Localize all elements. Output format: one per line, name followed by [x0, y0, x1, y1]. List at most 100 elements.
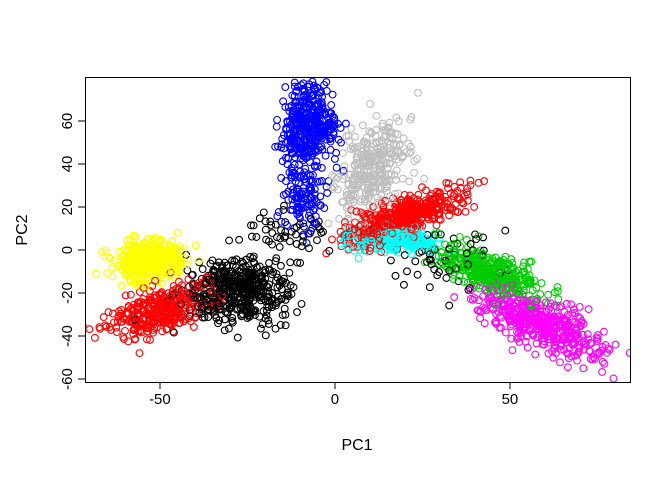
- data-point: [391, 238, 400, 246]
- data-point: [384, 228, 393, 237]
- data-point: [141, 282, 150, 291]
- data-point: [131, 334, 140, 343]
- data-point: [394, 217, 403, 226]
- data-point: [100, 252, 109, 261]
- data-point: [498, 270, 507, 279]
- data-point: [225, 295, 234, 304]
- data-point: [431, 199, 440, 208]
- data-point: [480, 319, 489, 328]
- data-point: [108, 272, 117, 281]
- data-point: [112, 328, 121, 337]
- data-point: [466, 286, 475, 295]
- data-point: [90, 333, 99, 342]
- data-point: [473, 306, 482, 315]
- data-point: [450, 253, 459, 262]
- data-point: [538, 340, 547, 349]
- data-point: [381, 126, 390, 135]
- data-point: [375, 147, 384, 156]
- data-point: [347, 124, 356, 133]
- data-point: [499, 286, 508, 295]
- data-point: [446, 254, 455, 263]
- data-point: [244, 278, 253, 287]
- data-point: [569, 305, 578, 314]
- data-point: [301, 164, 310, 173]
- data-point: [123, 251, 132, 260]
- data-point: [407, 250, 416, 259]
- data-point: [185, 303, 194, 312]
- data-point: [487, 288, 496, 297]
- data-point: [399, 226, 408, 235]
- data-point: [146, 335, 154, 344]
- data-point: [282, 125, 291, 134]
- data-point: [437, 248, 446, 257]
- data-point: [378, 148, 387, 157]
- data-point: [390, 170, 399, 179]
- data-point: [357, 161, 366, 170]
- data-point: [353, 150, 362, 158]
- data-point: [579, 364, 588, 373]
- data-point: [194, 282, 203, 291]
- data-point: [326, 135, 335, 143]
- data-point: [180, 291, 189, 300]
- data-point: [286, 182, 295, 191]
- data-point: [256, 324, 265, 333]
- data-point: [492, 319, 501, 328]
- data-point: [156, 291, 165, 300]
- data-point: [156, 238, 165, 247]
- data-point: [576, 314, 585, 323]
- data-point: [317, 176, 326, 185]
- data-point: [391, 271, 400, 280]
- data-point: [242, 306, 251, 315]
- data-point: [361, 213, 370, 222]
- data-point: [360, 137, 369, 146]
- data-point: [321, 151, 330, 160]
- data-point: [555, 303, 564, 312]
- data-point: [385, 140, 394, 149]
- data-point: [584, 335, 593, 344]
- data-point: [413, 270, 422, 279]
- data-point: [232, 255, 241, 264]
- data-point: [392, 166, 401, 175]
- data-point: [504, 307, 513, 316]
- data-point: [332, 163, 341, 172]
- data-point: [366, 157, 375, 165]
- data-point: [165, 240, 174, 249]
- data-point: [130, 313, 139, 322]
- data-point: [337, 138, 345, 147]
- data-point: [202, 295, 211, 304]
- data-point: [434, 229, 443, 238]
- data-point: [184, 275, 193, 284]
- data-point: [319, 66, 326, 73]
- data-point: [273, 273, 282, 282]
- data-point: [564, 354, 573, 363]
- data-point: [313, 118, 322, 127]
- data-point: [261, 266, 270, 274]
- data-point: [251, 280, 260, 289]
- data-point: [92, 269, 100, 278]
- data-point: [475, 296, 483, 305]
- data-point: [315, 143, 324, 152]
- data-point: [336, 235, 345, 244]
- data-point: [375, 183, 384, 192]
- data-point: [198, 265, 207, 274]
- data-point: [254, 288, 263, 297]
- data-point: [311, 115, 320, 123]
- data-point: [520, 320, 529, 329]
- data-point: [124, 309, 133, 318]
- data-point: [460, 277, 469, 286]
- x-axis: -50 0 50: [149, 382, 518, 408]
- data-point: [450, 241, 459, 250]
- data-point: [316, 127, 325, 135]
- data-point: [405, 177, 414, 186]
- data-point: [420, 174, 429, 183]
- data-point: [129, 330, 138, 339]
- data-point: [414, 88, 422, 97]
- data-point: [551, 349, 560, 358]
- data-point: [204, 313, 213, 322]
- data-point: [525, 310, 534, 319]
- data-point: [288, 168, 297, 177]
- data-point: [253, 284, 262, 293]
- data-point: [446, 241, 455, 250]
- data-point: [483, 275, 491, 284]
- data-point: [335, 214, 344, 223]
